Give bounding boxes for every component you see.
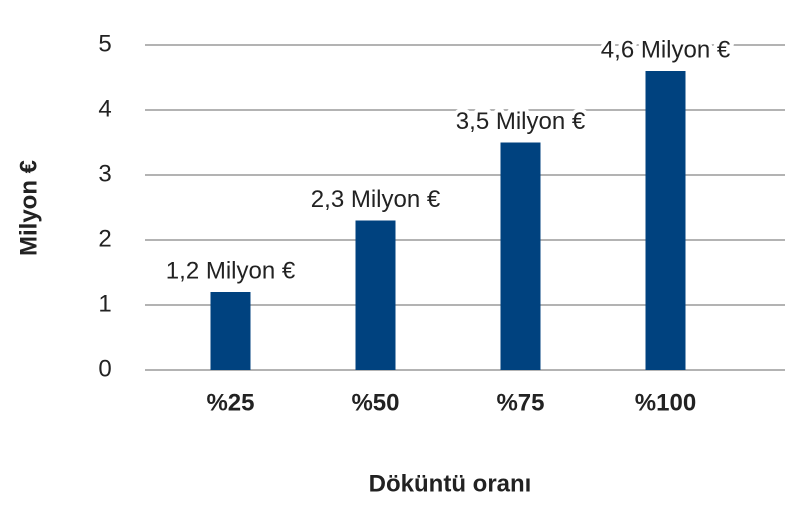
x-tick-label: %75: [496, 389, 544, 416]
bar: [645, 71, 686, 370]
y-axis-label: Milyon €: [15, 160, 42, 256]
y-tick-label: 1: [98, 290, 111, 317]
y-tick-label: 5: [98, 30, 111, 57]
bar: [500, 142, 541, 370]
x-axis-label: Döküntü oranı: [369, 470, 532, 497]
value-label: 1,2 Milyon €: [166, 257, 296, 284]
value-label: 4,6 Milyon €: [601, 36, 731, 63]
bar: [210, 292, 251, 370]
x-tick-label: %25: [206, 389, 254, 416]
bar: [355, 220, 396, 370]
value-label: 2,3 Milyon €: [311, 186, 441, 213]
y-tick-label: 0: [98, 355, 111, 382]
x-tick-label: %100: [635, 389, 696, 416]
y-tick-label: 3: [98, 160, 111, 187]
y-tick-label: 2: [98, 225, 111, 252]
x-tick-label: %50: [351, 389, 399, 416]
y-tick-label: 4: [98, 95, 111, 122]
value-label: 3,5 Milyon €: [456, 108, 586, 135]
